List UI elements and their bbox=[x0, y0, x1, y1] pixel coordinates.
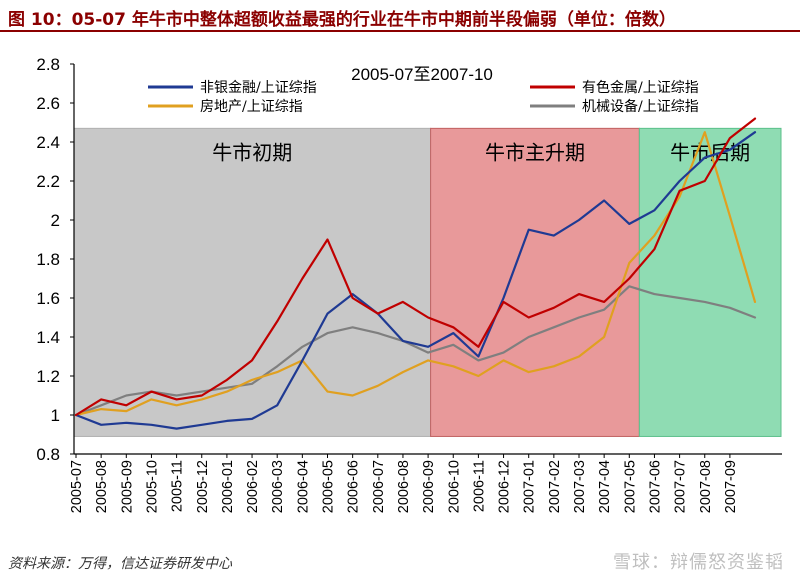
phase-label-1: 牛市初期 bbox=[212, 140, 292, 164]
series-line-1 bbox=[74, 131, 757, 430]
x-tick-label: 2006-07 bbox=[371, 460, 387, 513]
x-tick-label: 2007-04 bbox=[597, 460, 613, 513]
x-tick-label: 2006-09 bbox=[421, 460, 437, 513]
x-tick-label: 2007-03 bbox=[572, 460, 588, 513]
x-tick-label: 2005-08 bbox=[94, 460, 110, 513]
x-tick-label: 2005-10 bbox=[144, 460, 160, 513]
x-tick-label: 2005-11 bbox=[170, 460, 186, 512]
x-tick-label: 2006-12 bbox=[497, 460, 513, 513]
phase-label-2: 牛市主升期 bbox=[485, 140, 585, 164]
x-tick-label: 2007-09 bbox=[723, 460, 739, 513]
x-tick-label: 2006-11 bbox=[471, 460, 487, 512]
x-tick-label: 2006-04 bbox=[295, 460, 311, 513]
axes bbox=[70, 63, 782, 458]
phase-band-3 bbox=[638, 127, 782, 437]
series-line-3 bbox=[74, 131, 757, 417]
phase-band-2 bbox=[430, 127, 640, 437]
watermark: 雪球：辩儒怒资鉴韬 bbox=[613, 552, 784, 573]
x-tick-label: 2007-07 bbox=[673, 460, 689, 513]
x-tick-label: 2006-08 bbox=[396, 460, 412, 513]
y-tick-label: 2.4 bbox=[36, 133, 60, 152]
y-tick-label: 2.6 bbox=[36, 94, 60, 113]
x-tick-label: 2006-01 bbox=[220, 460, 236, 513]
y-tick-label: 1.6 bbox=[36, 289, 60, 308]
legend-label-4: 机械设备/上证综指 bbox=[582, 98, 699, 115]
phase-labels: 牛市初期 牛市主升期 牛市后期 bbox=[212, 140, 750, 164]
x-tick-label: 2006-03 bbox=[270, 460, 286, 513]
x-tick-label: 2006-10 bbox=[446, 460, 462, 513]
y-tick-label: 1.2 bbox=[36, 367, 60, 386]
legend-label-2: 有色金属/上证综指 bbox=[582, 79, 699, 96]
y-tick-labels: 0.8 1 1.2 1.4 1.6 1.8 2 2.2 2.4 2.6 2.8 bbox=[36, 55, 60, 464]
series-lines bbox=[74, 117, 757, 430]
x-tick-label: 2007-02 bbox=[547, 460, 563, 513]
x-tick-label: 2005-09 bbox=[119, 460, 135, 513]
x-tick-label: 2006-05 bbox=[321, 460, 337, 513]
x-tick-label: 2006-02 bbox=[245, 460, 261, 513]
chart-title: 2005-07至2007-10 bbox=[351, 65, 493, 84]
x-tick-label: 2007-08 bbox=[698, 460, 714, 513]
y-tick-label: 2 bbox=[51, 211, 60, 230]
y-tick-label: 1 bbox=[51, 406, 60, 425]
series-line-4 bbox=[74, 285, 757, 417]
x-tick-label: 2007-05 bbox=[622, 460, 638, 513]
legend-label-3: 房地产/上证综指 bbox=[200, 99, 303, 115]
phase-band-1 bbox=[73, 127, 432, 437]
y-tick-label: 1.8 bbox=[36, 250, 60, 269]
y-tick-label: 1.4 bbox=[36, 328, 60, 347]
phase-backgrounds bbox=[73, 127, 782, 437]
x-tick-labels: 2005-07 2005-08 2005-09 2005-10 2005-11 2005-… bbox=[69, 460, 739, 513]
chart: 牛市初期 牛市主升期 牛市后期 0.8 1 1.2 1.4 1.6 1.8 2 2.2 2.4 2.6… bbox=[0, 36, 800, 552]
x-tick-label: 2006-06 bbox=[346, 460, 362, 513]
legend-label-1: 非银金融/上证综指 bbox=[200, 80, 317, 96]
x-tick-label: 2005-12 bbox=[195, 460, 211, 513]
x-tick-label: 2007-01 bbox=[522, 460, 538, 513]
x-tick-label: 2007-06 bbox=[647, 460, 663, 513]
source-note: 资料来源：万得，信达证券研发中心 bbox=[8, 556, 232, 572]
y-tick-label: 0.8 bbox=[36, 445, 60, 464]
y-tick-label: 2.8 bbox=[36, 55, 60, 74]
chart-svg: 牛市初期 牛市主升期 牛市后期 0.811.21.41.61.822.22.42.6… bbox=[36, 55, 782, 513]
figure-title: 图 10：05-07 年牛市中整体超额收益最强的行业在牛市中期前半段偏弱（单位：… bbox=[0, 0, 800, 32]
series-line-2 bbox=[74, 117, 757, 417]
x-tick-label: 2005-07 bbox=[69, 460, 85, 513]
y-tick-label: 2.2 bbox=[36, 172, 60, 191]
